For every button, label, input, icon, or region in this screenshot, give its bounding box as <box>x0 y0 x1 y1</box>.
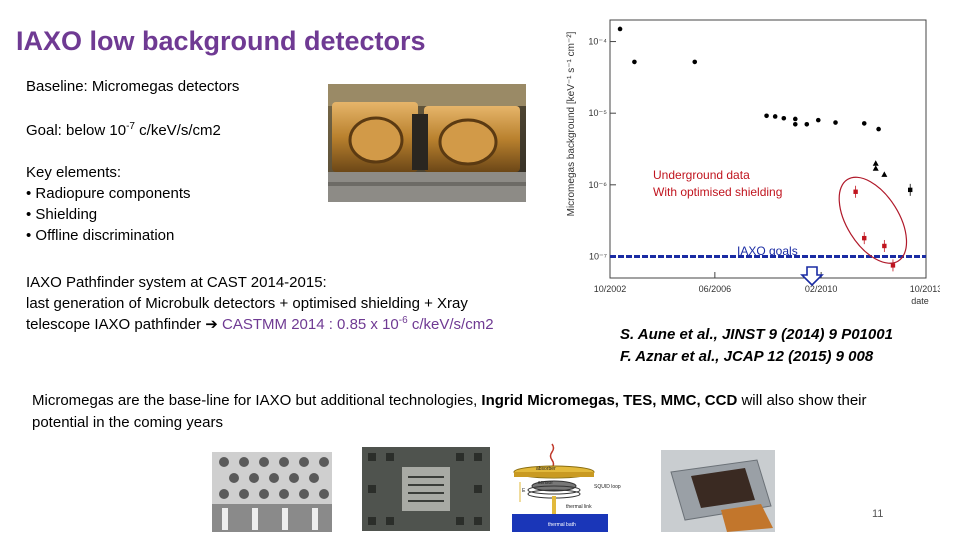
pathfinder-line3-prefix: telescope IAXO pathfinder <box>26 316 206 333</box>
tes-array-image <box>362 447 490 531</box>
castmm-unit: c/keV/s/cm2 <box>407 316 494 333</box>
underground-line1: Underground data <box>653 168 750 182</box>
data-point <box>692 59 698 65</box>
reference-item: F. Aznar et al., JCAP 12 (2015) 9 008 <box>620 348 874 365</box>
data-point <box>890 263 896 268</box>
down-arrow-icon <box>800 266 824 286</box>
x-tick-label: 10/2013 <box>910 284 940 294</box>
page-number: 11 <box>872 508 884 520</box>
references: S. Aune et al., JINST 9 (2014) 9 P01001 … <box>620 324 893 368</box>
y-tick-label: 10⁻⁵ <box>589 108 608 118</box>
ccd-illustration <box>661 450 775 532</box>
ingrid-micromegas-sem-image <box>212 452 332 532</box>
goal-prefix: Goal: below 10 <box>26 122 127 139</box>
pathfinder-text: IAXO Pathfinder system at CAST 2014-2015… <box>26 272 494 335</box>
data-point <box>872 165 879 171</box>
mmc-diagram: absorber sensor SQUID loop thermal link … <box>508 442 628 534</box>
iaxo-goals-annotation: IAXO goals <box>737 244 798 258</box>
cast-detector-illustration <box>328 84 526 202</box>
tes-label-sensor: sensor <box>538 480 553 486</box>
chart-xlabel: date <box>911 296 929 306</box>
underground-highlight-ellipse <box>838 176 908 264</box>
data-point <box>632 59 637 65</box>
data-point <box>815 117 821 123</box>
tes-label-thermal-bath: thermal bath <box>548 522 576 528</box>
chart-frame <box>609 19 927 279</box>
chart-ylabel: Micromegas background [keV⁻¹ s⁻¹ cm⁻²] <box>566 31 577 216</box>
data-point <box>772 114 778 119</box>
goal-exponent: -7 <box>126 121 135 132</box>
data-point <box>792 116 798 122</box>
tes-label-absorber: absorber <box>536 466 556 472</box>
ccd-detector-photo <box>661 450 775 532</box>
ingrid-illustration <box>212 452 332 532</box>
technologies-bold: Ingrid Micromegas, TES, MMC, CCD <box>481 392 738 409</box>
page-title: IAXO low background detectors <box>16 26 426 56</box>
data-point <box>876 126 881 132</box>
key-element-item: • Shielding <box>26 206 98 223</box>
baseline-text: Baseline: Micromegas detectors <box>26 78 240 95</box>
data-point <box>833 120 838 125</box>
key-element-item: • Offline discrimination <box>26 227 175 244</box>
data-point <box>882 243 887 249</box>
x-tick-label: 02/2010 <box>805 284 838 294</box>
y-tick-label: 10⁻⁴ <box>588 37 607 47</box>
underground-line2: With optimised shielding <box>653 185 783 199</box>
tes-label-energy: E <box>522 488 526 494</box>
y-tick-label: 10⁻⁷ <box>589 251 607 261</box>
castmm-result: CASTMM 2014 : 0.85 x 10 <box>217 316 399 333</box>
data-point <box>872 160 879 166</box>
pathfinder-line2: last generation of Microbulk detectors +… <box>26 295 468 312</box>
background-chart: 10⁻⁴ 10⁻⁵ 10⁻⁶ 10⁻⁷ 10/2002 06/2006 02/2010 10/… <box>566 19 940 306</box>
arrow-icon: ➔ <box>205 316 218 333</box>
key-elements-heading: Key elements: <box>26 164 122 181</box>
data-point <box>862 235 867 241</box>
castmm-exponent: -6 <box>398 315 408 326</box>
y-tick-label: 10⁻⁶ <box>589 180 608 190</box>
cast-detector-photo <box>328 84 526 202</box>
technologies-text: Micromegas are the base-line for IAXO bu… <box>32 390 912 434</box>
underground-annotation: Underground data With optimised shieldin… <box>653 167 782 201</box>
data-point <box>764 113 769 119</box>
pathfinder-line3: telescope IAXO pathfinder ➔ CASTMM 2014 … <box>26 314 494 335</box>
mmc-illustration: absorber sensor SQUID loop thermal link … <box>512 443 621 532</box>
data-point <box>781 115 787 121</box>
reference-item: S. Aune et al., JINST 9 (2014) 9 P01001 <box>620 326 893 343</box>
technologies-part2: will also show their potential in the co… <box>32 392 867 431</box>
tes-illustration <box>362 447 490 531</box>
data-point <box>853 189 858 194</box>
x-tick-label: 10/2002 <box>594 284 627 294</box>
data-point <box>617 26 623 32</box>
goal-text: Goal: below 10-7 c/keV/s/cm2 <box>26 120 221 141</box>
tes-label-thermal-link: thermal link <box>566 504 592 510</box>
x-tick-label: 06/2006 <box>699 284 732 294</box>
key-element-item: • Radiopure components <box>26 185 191 202</box>
tes-label-squid: SQUID loop <box>594 484 621 490</box>
data-point <box>881 171 888 177</box>
goal-suffix: c/keV/s/cm2 <box>134 122 221 139</box>
data-point <box>908 187 913 193</box>
pathfinder-line1: IAXO Pathfinder system at CAST 2014-2015… <box>26 274 327 291</box>
key-elements: Key elements: • Radiopure components • S… <box>26 162 191 246</box>
data-point <box>804 121 810 127</box>
technologies-part1: Micromegas are the base-line for IAXO bu… <box>32 392 482 409</box>
data-point <box>792 121 798 127</box>
data-point <box>861 121 867 126</box>
